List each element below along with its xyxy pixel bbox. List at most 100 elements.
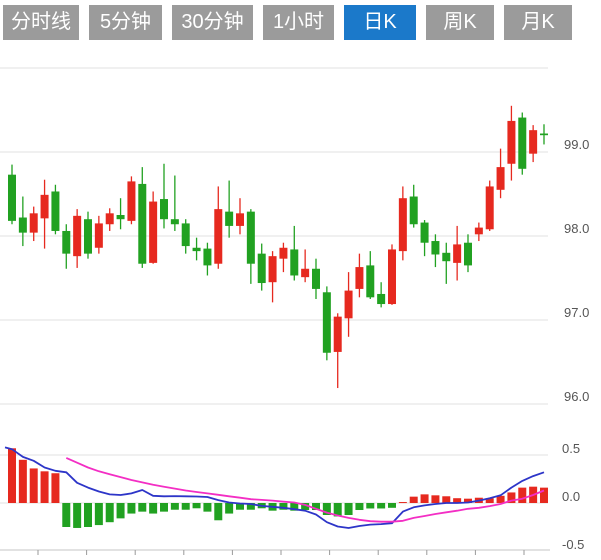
macd-bar-negative	[344, 503, 353, 515]
macd-bar-negative	[311, 503, 320, 511]
candle-up	[496, 167, 505, 190]
macd-bar-positive	[420, 494, 429, 503]
candle-up	[529, 130, 538, 154]
candle-down	[225, 211, 234, 226]
candle-down	[311, 268, 320, 289]
macd-bar-negative	[301, 503, 310, 511]
candle-up	[214, 209, 223, 264]
candle-down	[18, 217, 27, 233]
candle-down	[366, 265, 375, 298]
candle-up	[301, 268, 310, 278]
macd-bar-positive	[29, 468, 38, 503]
macd-bar-negative	[127, 503, 136, 514]
tab-5min[interactable]: 5分钟	[89, 5, 162, 40]
macd-bar-negative	[159, 503, 168, 512]
candle-down	[138, 183, 147, 264]
candle-down	[192, 247, 201, 252]
macd-bar-negative	[62, 503, 71, 527]
macd-bar-negative	[246, 503, 255, 510]
price-axis-label: 96.0	[564, 389, 589, 404]
candle-up	[355, 267, 364, 289]
macd-bar-negative	[149, 503, 158, 514]
macd-bar-positive	[431, 495, 440, 503]
candle-up	[398, 198, 407, 252]
tab-daily-k[interactable]: 日K	[344, 5, 416, 40]
candle-up	[29, 213, 38, 233]
candle-down	[539, 133, 548, 136]
candle-down	[116, 215, 125, 220]
candle-up	[73, 215, 82, 257]
macd-bar-negative	[366, 503, 375, 509]
price-axis-label: 97.0	[564, 305, 589, 320]
macd-bar-negative	[377, 503, 386, 509]
tab-weekly-k[interactable]: 周K	[426, 5, 494, 40]
tab-monthly-k[interactable]: 月K	[504, 5, 572, 40]
candle-down	[181, 223, 190, 247]
price-axis-label: 99.0	[564, 137, 589, 152]
candle-up	[235, 213, 244, 226]
timeframe-tabbar: 分时线 5分钟 30分钟 1小时 日K 周K 月K	[3, 5, 572, 40]
candle-down	[246, 211, 255, 264]
macd-bar-negative	[235, 503, 244, 510]
candle-down	[442, 252, 451, 262]
macd-bar-negative	[322, 503, 331, 515]
candle-up	[344, 290, 353, 319]
macd-bar-positive	[453, 498, 462, 503]
macd-bar-negative	[73, 503, 82, 528]
macd-bar-positive	[409, 496, 418, 503]
candle-down	[431, 241, 440, 255]
candle-up	[40, 194, 49, 219]
tab-30min[interactable]: 30分钟	[172, 5, 253, 40]
candle-down	[51, 191, 60, 231]
candle-down	[409, 196, 418, 225]
candle-down	[62, 230, 71, 254]
macd-bar-positive	[8, 448, 16, 503]
macd-bar-positive	[507, 492, 516, 503]
candle-down	[322, 292, 331, 353]
gridlines	[0, 67, 548, 504]
candle-up	[474, 227, 483, 235]
macd-bar-negative	[355, 503, 364, 511]
candles	[8, 105, 548, 389]
candle-down	[463, 242, 472, 266]
candle-down	[83, 219, 92, 254]
dif-line	[4, 446, 545, 529]
candle-up	[485, 186, 494, 230]
macd-bar-negative	[116, 503, 125, 519]
macd-axis-label: 0.0	[562, 489, 580, 504]
macd-bar-negative	[290, 503, 299, 511]
macd-bar-positive	[442, 496, 451, 503]
tab-1hour[interactable]: 1小时	[263, 5, 334, 40]
candle-down	[420, 222, 429, 243]
macd-bar-negative	[192, 503, 201, 509]
macd-bar-negative	[94, 503, 103, 526]
candle-down	[170, 219, 179, 225]
macd-bar-positive	[51, 473, 60, 503]
macd-bar-positive	[496, 495, 505, 503]
macd-bar-positive	[518, 487, 527, 503]
macd-bar-negative	[181, 503, 190, 510]
dea-line	[65, 457, 545, 523]
macd-bar-positive	[485, 498, 494, 503]
macd-bar-negative	[333, 503, 342, 517]
axis-labels: 99.0 98.0 97.0 96.0 0.5 0.0 -0.5	[562, 137, 589, 552]
macd-bar-negative	[170, 503, 179, 510]
price-axis-label: 98.0	[564, 221, 589, 236]
macd-axis-label: 0.5	[562, 441, 580, 456]
candle-up	[453, 244, 462, 263]
macd-axis-label: -0.5	[562, 537, 584, 552]
candle-down	[257, 253, 266, 284]
candle-up	[105, 213, 114, 225]
macd-bar-negative	[105, 503, 114, 523]
macd-bar-negative	[83, 503, 92, 527]
candle-up	[387, 249, 396, 305]
macd-bar-negative	[387, 503, 396, 508]
macd-bar-positive	[398, 502, 407, 504]
candle-down	[290, 249, 299, 276]
tab-timeline[interactable]: 分时线	[3, 5, 79, 40]
candle-down	[203, 248, 212, 266]
candle-up	[333, 316, 342, 352]
macd-bar-positive	[18, 459, 27, 503]
